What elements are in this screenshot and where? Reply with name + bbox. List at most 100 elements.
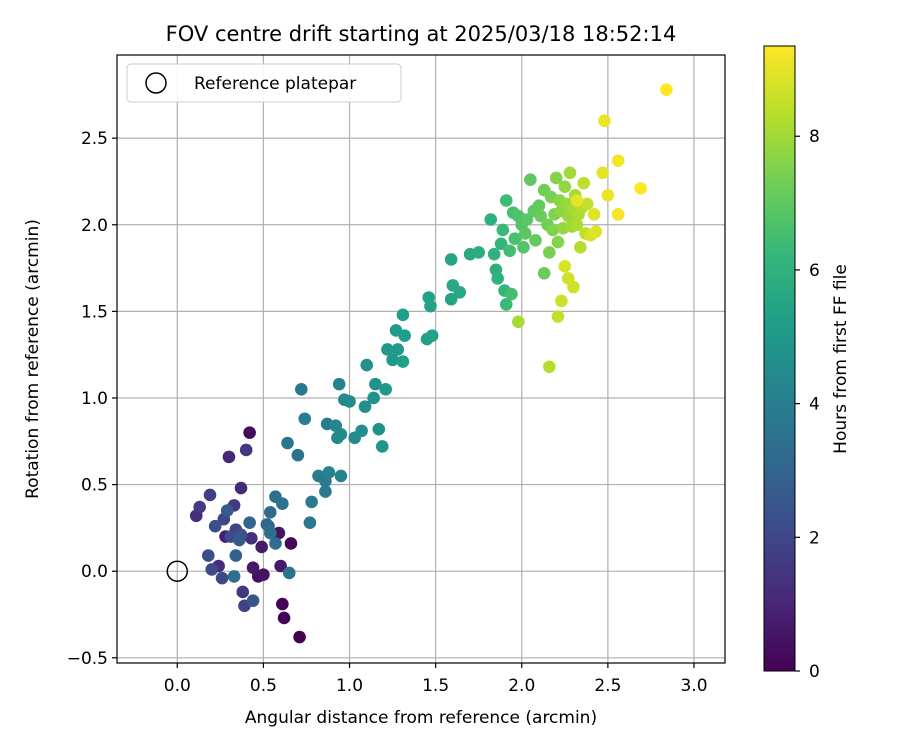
data-point	[215, 571, 229, 585]
data-point	[282, 566, 296, 580]
data-point	[263, 505, 277, 519]
colorbar-tick-label: 2	[809, 528, 820, 548]
data-point	[205, 563, 219, 576]
data-point	[375, 440, 389, 453]
data-point	[246, 594, 260, 607]
data-points	[189, 83, 673, 644]
data-point	[529, 234, 542, 247]
data-point	[193, 500, 206, 514]
y-tick-label: 2.5	[81, 129, 108, 149]
data-point	[534, 209, 548, 223]
data-point	[487, 247, 501, 261]
data-point	[396, 355, 410, 368]
data-point	[232, 533, 246, 547]
data-point	[203, 488, 217, 502]
data-point	[334, 469, 348, 483]
data-point	[246, 561, 260, 575]
data-point	[343, 395, 356, 408]
data-point	[222, 450, 236, 464]
data-point	[444, 253, 458, 266]
data-point	[589, 225, 603, 238]
data-point	[281, 436, 294, 450]
data-point	[558, 180, 572, 193]
data-point	[367, 391, 380, 405]
y-tick-label: 2.0	[81, 216, 108, 236]
legend-label-reference: Reference platepar	[194, 74, 356, 94]
data-point	[611, 208, 625, 221]
data-point	[239, 443, 253, 457]
data-point	[512, 315, 525, 329]
colorbar-tick-label: 8	[809, 127, 820, 147]
data-point	[453, 286, 467, 299]
data-point	[360, 358, 374, 372]
data-point	[269, 537, 282, 550]
data-point	[227, 570, 241, 583]
data-point	[291, 448, 305, 462]
y-tick-label: 1.5	[81, 302, 108, 322]
y-axis-label: Rotation from reference (arcmin)	[23, 219, 43, 499]
x-tick-label: 1.5	[422, 676, 449, 696]
legend-marker-reference	[145, 72, 167, 94]
x-tick-label: 2.5	[594, 676, 621, 696]
data-point	[549, 171, 563, 185]
data-point	[543, 360, 556, 374]
data-point	[524, 173, 537, 187]
x-tick-label: 0.0	[164, 676, 191, 696]
x-tick-label: 3.0	[680, 676, 707, 696]
data-point	[424, 299, 437, 313]
x-tick-label: 1.0	[336, 676, 363, 696]
data-point	[201, 549, 215, 562]
data-point	[332, 377, 346, 391]
data-point	[567, 280, 580, 294]
data-point	[355, 424, 368, 438]
colorbar-tick-label: 4	[809, 395, 820, 415]
data-point	[298, 412, 312, 426]
data-point	[660, 83, 673, 96]
data-point	[358, 400, 372, 413]
data-point	[601, 189, 615, 202]
data-point	[396, 308, 410, 322]
data-point	[229, 549, 243, 562]
x-axis-label: Angular distance from reference (arcmin)	[245, 708, 597, 728]
data-point	[570, 194, 584, 207]
data-point	[334, 428, 348, 441]
y-tick-label: 1.0	[81, 389, 108, 409]
data-point	[634, 182, 647, 195]
data-point	[598, 114, 611, 128]
data-point	[551, 310, 565, 323]
colorbar-ticks: 0 2 4 6 8	[795, 127, 820, 682]
data-point	[272, 526, 286, 540]
reference-point	[166, 560, 189, 582]
data-point	[551, 235, 565, 249]
colorbar-tick-label: 0	[809, 662, 820, 682]
data-point	[570, 218, 584, 232]
plot-area: 0.0 0.5 1.0 1.5 2.0 2.5 3.0 −0.5 0.0 0.5 1.0 1.5 2.…	[67, 54, 726, 696]
data-point	[319, 485, 332, 498]
data-point	[444, 292, 458, 306]
data-point	[484, 213, 498, 226]
data-point	[381, 343, 394, 356]
legend-box	[126, 63, 402, 103]
y-tick-label: 0.5	[81, 476, 108, 496]
data-point	[369, 377, 382, 391]
data-point	[574, 240, 587, 254]
data-point	[499, 194, 513, 207]
data-point	[532, 199, 546, 213]
data-point	[491, 272, 504, 285]
data-point	[517, 240, 530, 254]
data-point	[546, 223, 560, 237]
x-tick-label: 2.0	[508, 676, 535, 696]
data-point	[257, 568, 270, 581]
data-point	[208, 519, 222, 533]
data-point	[234, 481, 248, 495]
data-point	[543, 246, 556, 259]
data-point	[284, 537, 298, 550]
data-point	[372, 422, 386, 436]
data-point	[386, 353, 399, 367]
x-tick-label: 0.5	[250, 676, 277, 696]
data-point	[243, 516, 256, 529]
legend: Reference platepar	[126, 63, 402, 103]
plot-frame	[116, 54, 726, 664]
colorbar-label: Hours from first FF file	[831, 264, 851, 454]
